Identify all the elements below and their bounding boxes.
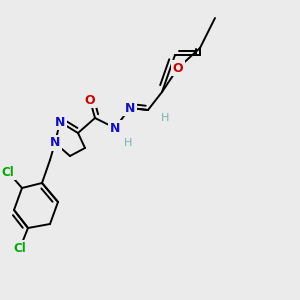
Text: Cl: Cl xyxy=(2,166,14,178)
Text: O: O xyxy=(173,61,183,74)
Text: N: N xyxy=(110,122,120,134)
Text: N: N xyxy=(50,136,60,149)
Text: H: H xyxy=(161,113,169,123)
Text: N: N xyxy=(55,116,65,128)
Text: H: H xyxy=(160,112,170,124)
Text: H: H xyxy=(123,136,133,149)
Text: N: N xyxy=(125,101,135,115)
Text: H: H xyxy=(124,138,132,148)
Text: O: O xyxy=(85,94,95,106)
Text: Cl: Cl xyxy=(14,242,26,254)
